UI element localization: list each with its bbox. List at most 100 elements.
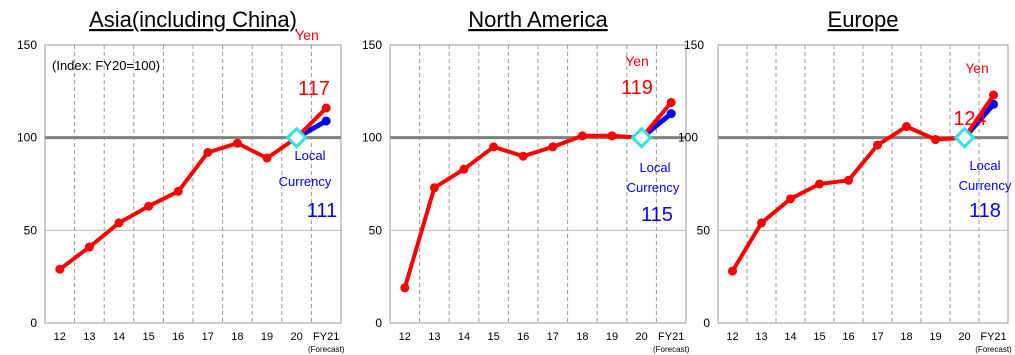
chart-title: North America [468,7,608,32]
yen-series-label: Yen [625,53,649,69]
chart-title: Europe [828,7,899,32]
x-tick-label: 12 [54,331,66,343]
yen-data-point [786,194,795,204]
yen-data-point [548,142,558,152]
yen-data-point [489,142,499,152]
x-tick-label: 17 [547,331,559,343]
yen-series-label: Yen [965,60,989,76]
x-tick-label: 13 [83,331,95,343]
yen-end-value-label: 124 [953,108,986,130]
yen-data-point [262,153,272,163]
yen-data-point [844,175,853,185]
local-series-label-line1: Local [969,158,1000,173]
x-tick-label: 13 [755,331,767,343]
forecast-label: (Forecast) [308,345,345,354]
x-tick-label: FY21 [313,331,339,343]
x-tick-label: 19 [606,331,618,343]
local-data-point [666,109,676,119]
x-tick-label: 14 [458,331,470,343]
yen-data-point [459,164,469,174]
y-tick-label: 50 [24,223,38,237]
yen-series-line [402,101,673,289]
yen-data-point [873,140,882,150]
forecast-label: (Forecast) [653,345,690,354]
x-tick-label: 13 [428,331,440,343]
x-tick-label: 19 [261,331,273,343]
yen-series-label: Yen [295,27,319,43]
yen-data-point [728,266,737,276]
local-series-label-line2: Currency [279,174,332,189]
yen-data-point [429,183,439,193]
local-end-value-label: 118 [969,200,1001,222]
x-tick-label: 16 [517,331,529,343]
local-end-value-label: 111 [307,200,337,222]
yen-data-point [815,179,824,189]
local-end-value-label: 115 [641,204,673,226]
yen-data-point [607,131,617,141]
local-data-point [321,116,331,126]
x-tick-label: FY21 [980,331,1006,343]
base-year-marker [630,126,653,149]
local-series-label-line2: Currency [959,178,1012,193]
yen-series-line [58,106,328,271]
x-tick-label: 12 [399,331,411,343]
x-tick-label: 19 [929,331,941,343]
yen-data-point [84,242,94,252]
x-tick-label: 20 [635,331,647,343]
yen-data-point [931,135,940,145]
yen-data-point [666,97,676,107]
chart-panel-1: Asia(including China) 0 50 100 150 12 13 14 15 16… [17,7,345,354]
forecast-label: (Forecast) [975,345,1012,354]
x-tick-label: 14 [784,331,796,343]
x-tick-label: FY21 [658,331,684,343]
y-tick-label: 50 [697,223,711,237]
chart-title: Asia(including China) [89,7,297,32]
y-tick-label: 150 [362,38,382,52]
x-tick-label: 16 [172,331,184,343]
yen-data-point [114,218,124,228]
x-tick-label: 17 [202,331,214,343]
chart-panel-2: North America 0 50 100 150 12 13 14 15 16 17 18 19 20… [362,7,690,354]
x-tick-label: 18 [900,331,912,343]
y-tick-label: 0 [703,316,710,330]
yen-data-point [203,147,213,157]
base-year-marker [953,126,976,149]
yen-data-point [757,218,766,228]
yen-data-point [55,264,65,274]
x-tick-label: 20 [958,331,970,343]
y-tick-label: 0 [375,316,382,330]
x-tick-label: 18 [231,331,243,343]
yen-data-point [518,151,528,161]
x-tick-label: 14 [113,331,125,343]
y-tick-label: 50 [369,223,383,237]
local-series-label-line1: Local [639,160,670,175]
x-tick-label: 12 [726,331,738,343]
index-annotation: (Index: FY20=100) [52,58,160,73]
yen-data-point [173,186,183,196]
yen-data-point [144,201,154,211]
y-tick-label: 0 [30,316,37,330]
y-tick-label: 100 [17,131,37,145]
y-tick-label: 150 [17,38,37,52]
yen-data-point [577,131,587,141]
local-series-label-line2: Currency [627,180,680,195]
yen-data-point [902,122,911,132]
x-tick-label: 17 [871,331,883,343]
yen-series-line [730,93,996,273]
x-tick-label: 15 [142,331,154,343]
x-tick-label: 18 [576,331,588,343]
x-tick-label: 20 [290,331,302,343]
yen-data-point [400,283,410,293]
local-data-point [989,99,998,109]
yen-data-point [232,138,242,148]
local-series-label-line1: Local [294,148,325,163]
yen-data-point [321,103,331,113]
y-tick-label: 100 [362,131,382,145]
yen-data-point [989,90,998,100]
x-tick-label: 16 [842,331,854,343]
yen-end-value-label: 117 [298,78,330,100]
x-tick-label: 15 [813,331,825,343]
y-tick-label: 150 [684,38,704,52]
